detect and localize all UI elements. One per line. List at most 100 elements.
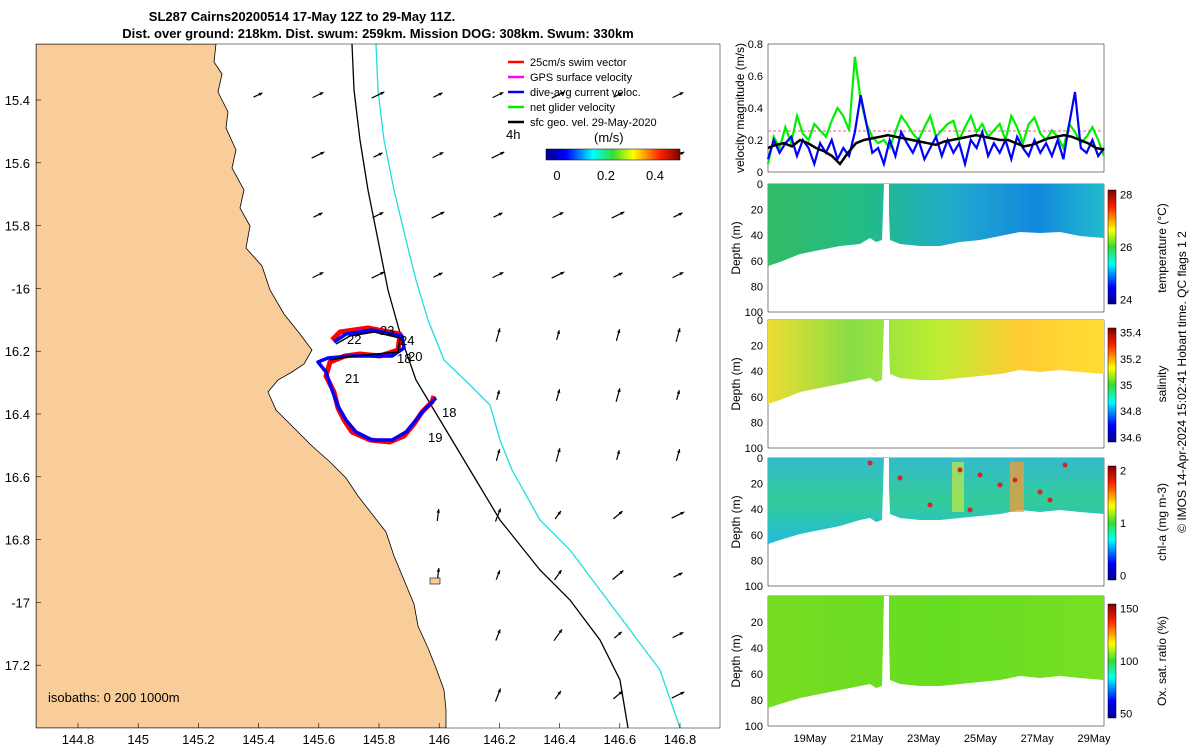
map-x-tick: 145.8 <box>363 732 396 747</box>
colorbar-title: chl-a (mg m-3) <box>1155 483 1169 561</box>
isobath-label: isobaths: 0 200 1000m <box>48 690 180 705</box>
track-day-label: 20 <box>408 349 422 364</box>
depth-ylabel: Depth (m) <box>729 357 743 410</box>
map-y-tick: -16 <box>11 281 30 296</box>
colorbar-tick: 28 <box>1120 190 1132 202</box>
map-y-tick: 16.2 <box>5 344 30 359</box>
depth-tick: 40 <box>751 643 763 655</box>
colorbar-tick: 2 <box>1120 466 1126 478</box>
salinity-panel <box>767 319 1117 449</box>
colorbar-tick: 35.2 <box>1120 354 1141 366</box>
geostrophic-velocity-arrows <box>253 91 685 702</box>
chl-dot <box>1012 477 1018 483</box>
time-tick: 21May <box>850 733 884 745</box>
map-y-tick: 15.6 <box>5 156 30 171</box>
colorbar-tick: 35.4 <box>1120 328 1141 340</box>
depth-ylabel: Depth (m) <box>729 221 743 274</box>
depth-tick: 20 <box>751 479 763 491</box>
velocity-ytick: 0.2 <box>748 135 763 147</box>
colorbar-tick: 0.4 <box>646 168 664 183</box>
track-day-label: 18 <box>397 351 411 366</box>
map-y-tick: -17 <box>11 595 30 610</box>
colorbar-tick: 24 <box>1120 294 1132 306</box>
depth-tick: 80 <box>751 555 763 567</box>
legend-entry: dive-avg current veloc. <box>530 87 641 99</box>
map-x-tick: 145.6 <box>303 732 336 747</box>
chl-dot <box>977 472 983 478</box>
colorbar-title: salinity <box>1155 366 1169 403</box>
colorbar-tick: 34.8 <box>1120 406 1141 418</box>
map-x-tick: 146.8 <box>664 732 697 747</box>
map-x-tick: 145.2 <box>182 732 215 747</box>
depth-tick: 20 <box>751 341 763 353</box>
map-x-tick: 146.2 <box>483 732 516 747</box>
depth-tick: 20 <box>751 617 763 629</box>
legend-entry: 25cm/s swim vector <box>530 57 627 69</box>
depth-tick: 60 <box>751 530 763 542</box>
legend-entry: net glider velocity <box>530 102 615 114</box>
depth-tick: 100 <box>745 307 763 319</box>
velocity-series <box>766 56 1106 169</box>
track-day-label: 21 <box>345 371 359 386</box>
velocity-ytick: 0.4 <box>748 103 763 115</box>
colorbar-title: temperature (°C) <box>1155 203 1169 293</box>
age-label: 4h <box>506 127 520 142</box>
chl-dot <box>1062 462 1068 468</box>
footer-note: © IMOS 14-Apr-2024 15:02:41 Hobart time.… <box>1175 231 1189 533</box>
track-day-label: 18 <box>442 405 456 420</box>
map-x-tick: 145.4 <box>242 732 275 747</box>
map-x-tick: 146 <box>428 732 450 747</box>
isobath-200m <box>351 44 629 728</box>
glider-track <box>316 325 438 445</box>
map-x-ticks: 144.8 145 145.2 145.4 145.6 145.8 146 146.2 146.… <box>62 723 697 747</box>
chl-dot <box>867 460 873 466</box>
colorbar-tick: 0 <box>553 168 560 183</box>
colorbar-tick: 150 <box>1120 604 1138 616</box>
map-y-tick: 15.8 <box>5 219 30 234</box>
chl-dot <box>1047 497 1053 503</box>
map-x-tick: 144.8 <box>62 732 95 747</box>
time-tick: 23May <box>907 733 941 745</box>
depth-tick: 80 <box>751 417 763 429</box>
depth-tick: 100 <box>745 721 763 733</box>
chl-dot <box>997 482 1003 488</box>
legend-entry: GPS surface velocity <box>530 72 633 84</box>
chl-dot <box>927 502 933 508</box>
map-x-tick: 146.4 <box>543 732 576 747</box>
depth-tick: 0 <box>757 315 763 327</box>
track-day-label: 19 <box>428 430 442 445</box>
colorbar-tick: 50 <box>1120 708 1132 720</box>
map-y-tick: 16.6 <box>5 470 30 485</box>
chlorophyll-panel <box>767 457 1117 587</box>
land-mask <box>36 44 447 728</box>
map-y-tick: 16.8 <box>5 533 30 548</box>
chl-dots <box>867 460 1068 513</box>
depth-tick: 60 <box>751 392 763 404</box>
oxygen-panel <box>767 595 1117 727</box>
colorbar-tick: 35 <box>1120 380 1132 392</box>
speed-colorbar <box>545 148 681 161</box>
track-day-label: 23 <box>380 323 394 338</box>
map-x-tick: 146.6 <box>604 732 637 747</box>
depth-tick: 0 <box>757 179 763 191</box>
depth-tick: 80 <box>751 281 763 293</box>
map-y-tick: 16.4 <box>5 407 30 422</box>
velocity-panel: 0 0.2 0.4 0.6 0.8 velocity magnitude (m/s) <box>733 39 1106 179</box>
depth-tick: 80 <box>751 695 763 707</box>
depth-ylabel: Depth (m) <box>729 634 743 687</box>
temperature-panel <box>767 183 1117 313</box>
depth-tick: 0 <box>757 453 763 465</box>
depth-tick: 20 <box>751 205 763 217</box>
velocity-ylabel: velocity magnitude (m/s) <box>733 43 747 173</box>
colorbar-tick: 1 <box>1120 518 1126 530</box>
title-line1: SL287 Cairns20200514 17-May 12Z to 29-Ma… <box>149 9 455 24</box>
time-tick: 19May <box>793 733 827 745</box>
velocity-ytick: 0 <box>757 167 763 179</box>
time-tick: 25May <box>964 733 998 745</box>
chl-dot <box>897 475 903 481</box>
map-x-tick: 145 <box>127 732 149 747</box>
